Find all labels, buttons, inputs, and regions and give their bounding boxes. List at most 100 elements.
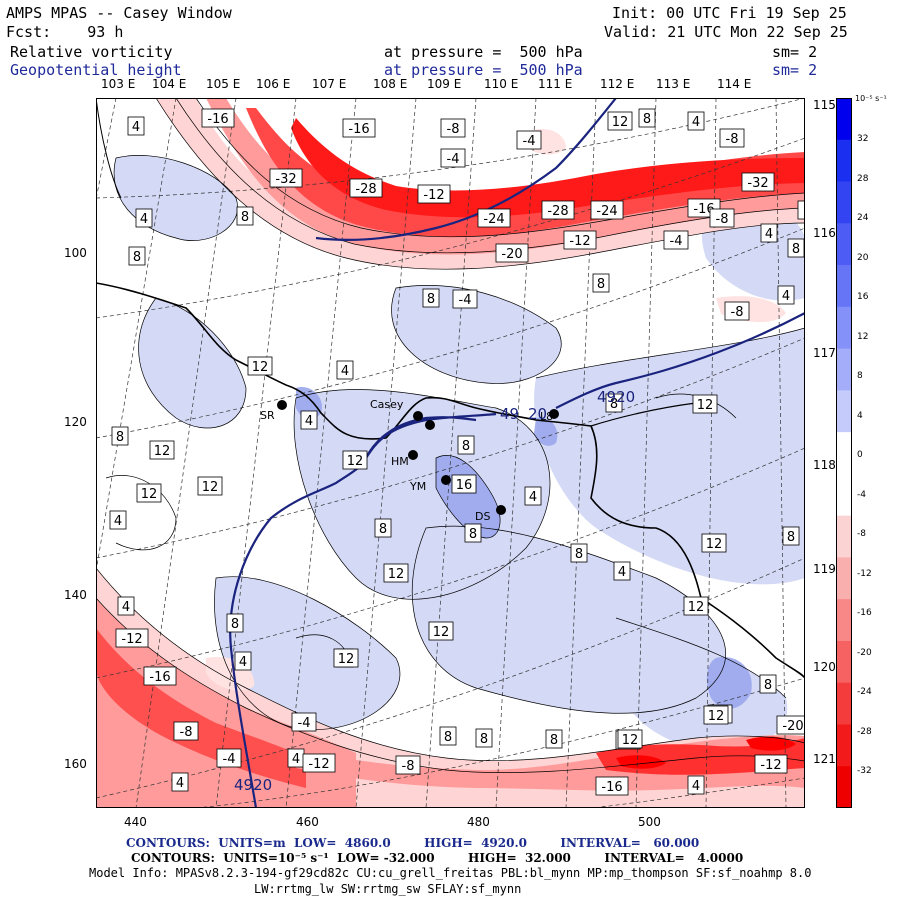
top-lon-label: 113 E (656, 77, 691, 91)
station-dot (549, 409, 559, 419)
colorbar-tick-label: -28 (857, 726, 872, 737)
vorticity-value-box: 4 (117, 596, 135, 616)
svg-text:8: 8 (241, 210, 249, 225)
parallel-line (96, 447, 805, 679)
vorticity-value-box: 12 (136, 483, 162, 503)
colorbar-tick-label: 32 (857, 134, 869, 144)
svg-text:4: 4 (692, 779, 700, 794)
coastline-east (590, 402, 697, 427)
colorbar-cell (836, 724, 852, 767)
svg-text:12: 12 (688, 600, 705, 615)
vorticity-value-box: -4 (216, 748, 242, 768)
svg-text:4: 4 (292, 752, 300, 767)
svg-text:-24: -24 (483, 212, 504, 227)
colorbar-tick-label: -8 (857, 529, 866, 539)
colorbar-tick-label: 16 (857, 292, 869, 302)
station-label: SR (260, 409, 275, 422)
svg-text:4: 4 (765, 227, 773, 242)
colorbar-tick-label: 24 (857, 213, 869, 223)
svg-text:-12: -12 (569, 234, 590, 249)
vorticity-value-box: 12 (383, 563, 409, 583)
vorticity-value-box: 8 (638, 108, 656, 128)
svg-text:12: 12 (388, 567, 405, 582)
svg-text:-4: -4 (298, 716, 311, 731)
vorticity-value-box: 12 (683, 596, 709, 616)
colorbar-unit: 10⁻⁵ s⁻¹ (855, 94, 887, 103)
svg-text:8: 8 (610, 397, 618, 412)
height-label: 4920 (234, 776, 272, 794)
footer-contour-height: CONTOURS: UNITS=m LOW= 4860.0 HIGH= 4920… (126, 836, 700, 850)
svg-text:-4: -4 (447, 152, 460, 167)
svg-text:-12: -12 (423, 188, 444, 203)
svg-text:-28: -28 (547, 204, 568, 219)
svg-text:-4: -4 (223, 752, 236, 767)
svg-text:8: 8 (575, 547, 583, 562)
vorticity-value-box: 8 (236, 206, 254, 226)
top-lon-label: 110 E (484, 77, 519, 91)
vorticity-value-box: -8 (724, 301, 750, 321)
colorbar-cell (836, 181, 852, 224)
meridian-line (705, 98, 717, 808)
svg-text:4: 4 (529, 490, 537, 505)
svg-text:4: 4 (176, 776, 184, 791)
top-lon-label: 112 E (600, 77, 635, 91)
colorbar-cell (836, 682, 852, 725)
parallel-line (195, 677, 805, 808)
vorticity-value-box: 8 (475, 728, 493, 748)
svg-text:4: 4 (122, 600, 130, 615)
top-lon-label: 111 E (538, 77, 573, 91)
field2-name: Geopotential height (10, 61, 182, 79)
colorbar-tick-label: 8 (857, 371, 863, 381)
colorbar-cell (836, 515, 852, 558)
svg-text:12: 12 (154, 444, 171, 459)
svg-text:12: 12 (347, 454, 364, 469)
vorticity-value-box: -16 (342, 118, 376, 138)
top-lon-label: 104 E (152, 77, 187, 91)
vorticity-value-box: 8 (545, 729, 563, 749)
svg-text:8: 8 (116, 430, 124, 445)
svg-text:12: 12 (622, 733, 639, 748)
vorticity-value-box: 12 (692, 394, 718, 414)
station-label: HM (391, 455, 409, 468)
vorticity-value-box: -12 (417, 184, 451, 204)
station-label: YM (409, 480, 426, 493)
vorticity-value-box: 4 (171, 772, 189, 792)
svg-text:-4: -4 (670, 234, 683, 249)
vorticity-value-box: -4 (516, 130, 542, 150)
svg-text:8: 8 (133, 250, 141, 265)
coastline (96, 282, 805, 679)
svg-text:16: 16 (456, 478, 473, 493)
svg-text:-8: -8 (716, 212, 729, 227)
colorbar-cell (836, 265, 852, 308)
svg-text:12: 12 (706, 537, 723, 552)
lat-lon-grid (96, 98, 805, 808)
colorbar-cell (836, 599, 852, 642)
svg-text:8: 8 (764, 678, 772, 693)
svg-text:-4: -4 (523, 134, 536, 149)
vorticity-value-box: 4 (127, 116, 145, 136)
parallel-line (96, 137, 805, 319)
svg-text:4: 4 (114, 514, 122, 529)
colorbar-cell (836, 306, 852, 350)
svg-text:-8: -8 (447, 122, 460, 137)
vorticity-value-box: 8 (570, 543, 588, 563)
svg-text:8: 8 (379, 522, 387, 537)
colorbar-tick-label: 28 (857, 173, 869, 184)
colorbar-tick-label: -12 (857, 568, 872, 579)
meridian-line (635, 98, 657, 808)
svg-text:-20: -20 (501, 247, 522, 262)
vorticity-value-box: 12 (333, 648, 359, 668)
vorticity-value-box: -24 (590, 200, 624, 220)
vorticity-value-box: -8 (173, 721, 199, 741)
vorticity-value-box: -8 (440, 118, 466, 138)
top-lon-label: 114 E (717, 77, 752, 91)
vorticity-value-box: 8 (128, 246, 146, 266)
vorticity-value-box: 8 (759, 674, 777, 694)
vorticity-value-box: -16 (687, 198, 721, 218)
colorbar-tick-label: 20 (857, 252, 869, 263)
bottom-tick-label: 440 (124, 815, 147, 829)
vorticity-value-box: 8 (605, 393, 623, 413)
field2-sm: sm= 2 (772, 61, 818, 79)
